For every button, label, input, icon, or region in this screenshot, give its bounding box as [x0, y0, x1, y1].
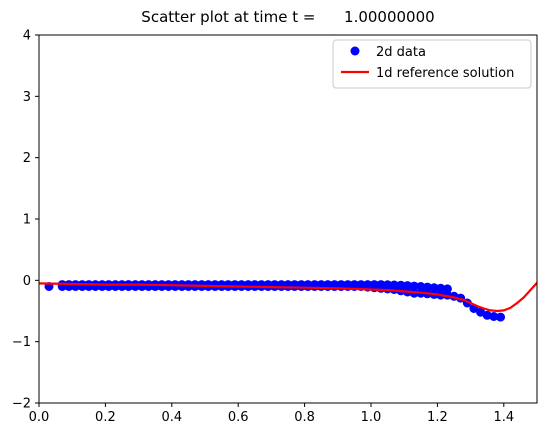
plot-area: [38, 34, 538, 404]
legend-box: [332, 39, 532, 89]
legend-label-2d-data: 2d data: [376, 45, 426, 60]
x-tick-label: 1.4: [493, 410, 514, 425]
x-tick-label: 0.0: [29, 410, 50, 425]
y-tick-label: 4: [23, 29, 31, 44]
legend: 2d data 1d reference solution: [332, 39, 532, 89]
y-tick-label: −1: [12, 335, 31, 350]
x-axis: 0.0 0.2 0.4 0.6 0.8 1.0 1.2 1.4: [29, 403, 514, 425]
y-tick-label: 2: [23, 151, 31, 166]
x-tick-label: 1.2: [427, 410, 448, 425]
scatter-point: [422, 282, 432, 292]
y-tick-label: −2: [12, 397, 31, 412]
scatter-point: [429, 283, 439, 293]
scatter-point: [416, 282, 426, 291]
legend-label-1d-reference: 1d reference solution: [376, 66, 514, 81]
scatter-point: [489, 312, 499, 321]
scatter-point: [442, 284, 452, 294]
x-tick-label: 0.6: [228, 410, 249, 425]
y-tick-label: 3: [23, 90, 31, 105]
x-tick-label: 0.4: [161, 410, 182, 425]
legend-marker-2d-data: [350, 46, 360, 56]
x-tick-label: 0.8: [294, 410, 315, 425]
scatter-point: [496, 312, 505, 322]
y-axis: −2 −1 0 1 2 3 4: [12, 29, 39, 412]
x-tick-label: 1.0: [361, 410, 382, 425]
data-layer: [39, 280, 537, 322]
y-tick-label: 0: [23, 274, 31, 289]
scatter-point: [436, 283, 446, 293]
y-tick-label: 1: [23, 213, 31, 228]
scatter-point: [409, 281, 419, 291]
scatter-point: [403, 281, 412, 291]
reference-solution-line: [39, 281, 537, 313]
chart-title: Scatter plot at time t = 1.00000000: [141, 8, 434, 26]
x-tick-label: 0.2: [95, 410, 116, 425]
